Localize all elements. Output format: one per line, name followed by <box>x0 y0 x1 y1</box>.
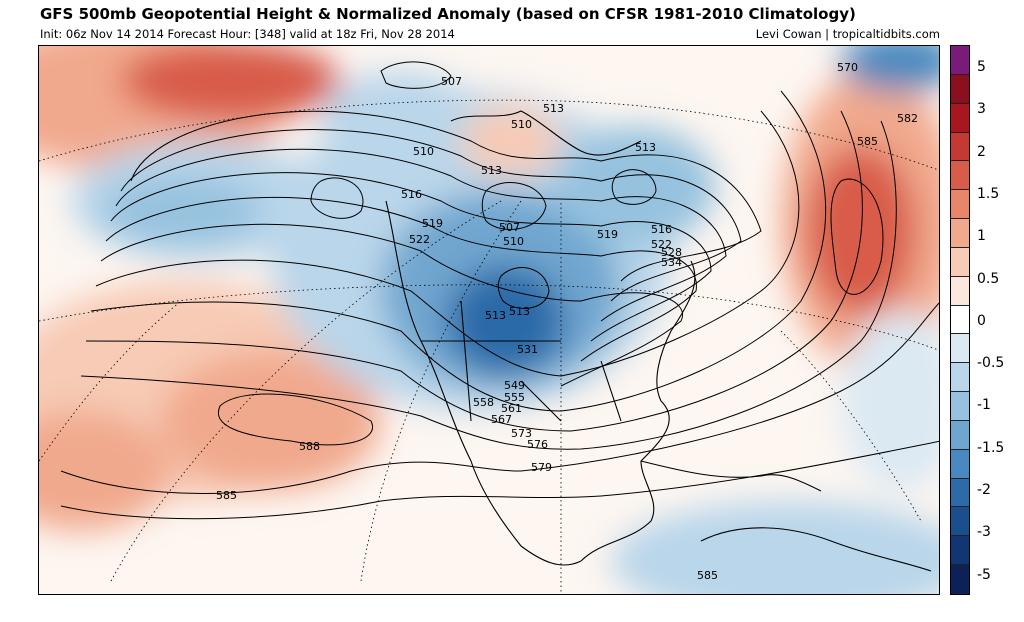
colorbar-segment <box>951 420 969 450</box>
colorbar-tick-label: -1.5 <box>977 439 1005 456</box>
contour-label: 513 <box>481 164 502 177</box>
credit-text: Levi Cowan | tropicaltidbits.com <box>755 27 940 41</box>
colorbar-segment <box>951 536 969 566</box>
colorbar-tick-label: 1.5 <box>977 185 1000 202</box>
contour-label: 528 <box>661 246 682 259</box>
colorbar-tick-label: -1 <box>977 397 991 414</box>
contour-label: 579 <box>531 461 552 474</box>
map-panel: 507 510 513 513 510 516 519 522 513 507 … <box>38 45 940 595</box>
colorbar-tick-label: -5 <box>977 566 991 583</box>
contour-label: 585 <box>216 489 237 502</box>
colorbar-segment <box>951 392 969 421</box>
contour-label: 576 <box>527 438 548 451</box>
contour-label: 510 <box>503 235 524 248</box>
coastlines <box>385 110 932 572</box>
contour-label: 513 <box>509 305 530 318</box>
colorbar-tick-label: 0 <box>977 312 986 329</box>
contour-label: 555 <box>504 391 525 404</box>
anomaly-colorbar <box>950 45 970 595</box>
colorbar-tick-label: -2 <box>977 482 991 498</box>
colorbar-tick-label: 3 <box>977 101 986 118</box>
contour-label: 507 <box>499 221 520 234</box>
contour-label: 510 <box>511 118 532 131</box>
contour-label: 519 <box>422 217 443 230</box>
contour-labels: 507 510 513 513 510 516 519 522 513 507 … <box>216 61 918 582</box>
colorbar-tick-label: -0.5 <box>977 355 1005 372</box>
colorbar-tick-label: 2 <box>977 143 986 160</box>
colorbar-segment <box>951 74 969 104</box>
contour-label: 516 <box>651 223 672 236</box>
contour-label: 534 <box>661 256 682 269</box>
colorbar-segment <box>951 276 969 306</box>
contour-label: 549 <box>504 379 525 392</box>
colorbar-segment <box>951 507 969 537</box>
colorbar-segment <box>951 449 969 479</box>
contour-label: 567 <box>491 413 512 426</box>
height-contours <box>60 61 939 520</box>
contour-label: 585 <box>697 569 718 582</box>
contour-label: 570 <box>837 61 858 74</box>
colorbar-segment <box>951 103 969 133</box>
contour-label: 513 <box>543 102 564 115</box>
contour-label: 513 <box>485 309 506 322</box>
colorbar-segment <box>951 334 969 364</box>
contour-label: 522 <box>409 233 430 246</box>
contour-label: 582 <box>897 112 918 125</box>
colorbar-tick-label: 0.5 <box>977 270 1000 287</box>
colorbar-segment <box>951 46 969 75</box>
colorbar-segment <box>951 247 969 277</box>
contour-label: 516 <box>401 188 422 201</box>
contour-label: 519 <box>597 228 618 241</box>
map-svg: 507 510 513 513 510 516 519 522 513 507 … <box>39 46 939 594</box>
colorbar-tick-label: -3 <box>977 524 991 541</box>
contour-label: 522 <box>651 238 672 251</box>
map-title: GFS 500mb Geopotential Height & Normaliz… <box>40 5 856 23</box>
colorbar-tick-label: 1 <box>977 228 986 245</box>
colorbar-segment <box>951 161 969 191</box>
lat-lon-grid <box>39 99 939 594</box>
contour-label: 588 <box>299 440 320 453</box>
colorbar-segment <box>951 219 969 248</box>
contour-label: 585 <box>857 135 878 148</box>
colorbar-tick-label: 5 <box>977 59 986 75</box>
colorbar-segment <box>951 478 969 508</box>
contour-label: 513 <box>635 141 656 154</box>
forecast-info: Init: 06z Nov 14 2014 Forecast Hour: [34… <box>40 27 455 41</box>
colorbar-segment <box>951 565 969 594</box>
contour-label: 561 <box>501 402 522 415</box>
contour-label: 507 <box>441 75 462 88</box>
contour-label: 558 <box>473 396 494 409</box>
contour-label: 510 <box>413 145 434 158</box>
contour-label: 573 <box>511 427 532 440</box>
colorbar-segment <box>951 363 969 393</box>
colorbar-segment <box>951 190 969 220</box>
contour-label: 531 <box>517 343 538 356</box>
colorbar-segment <box>951 305 969 335</box>
colorbar-segment <box>951 132 969 162</box>
